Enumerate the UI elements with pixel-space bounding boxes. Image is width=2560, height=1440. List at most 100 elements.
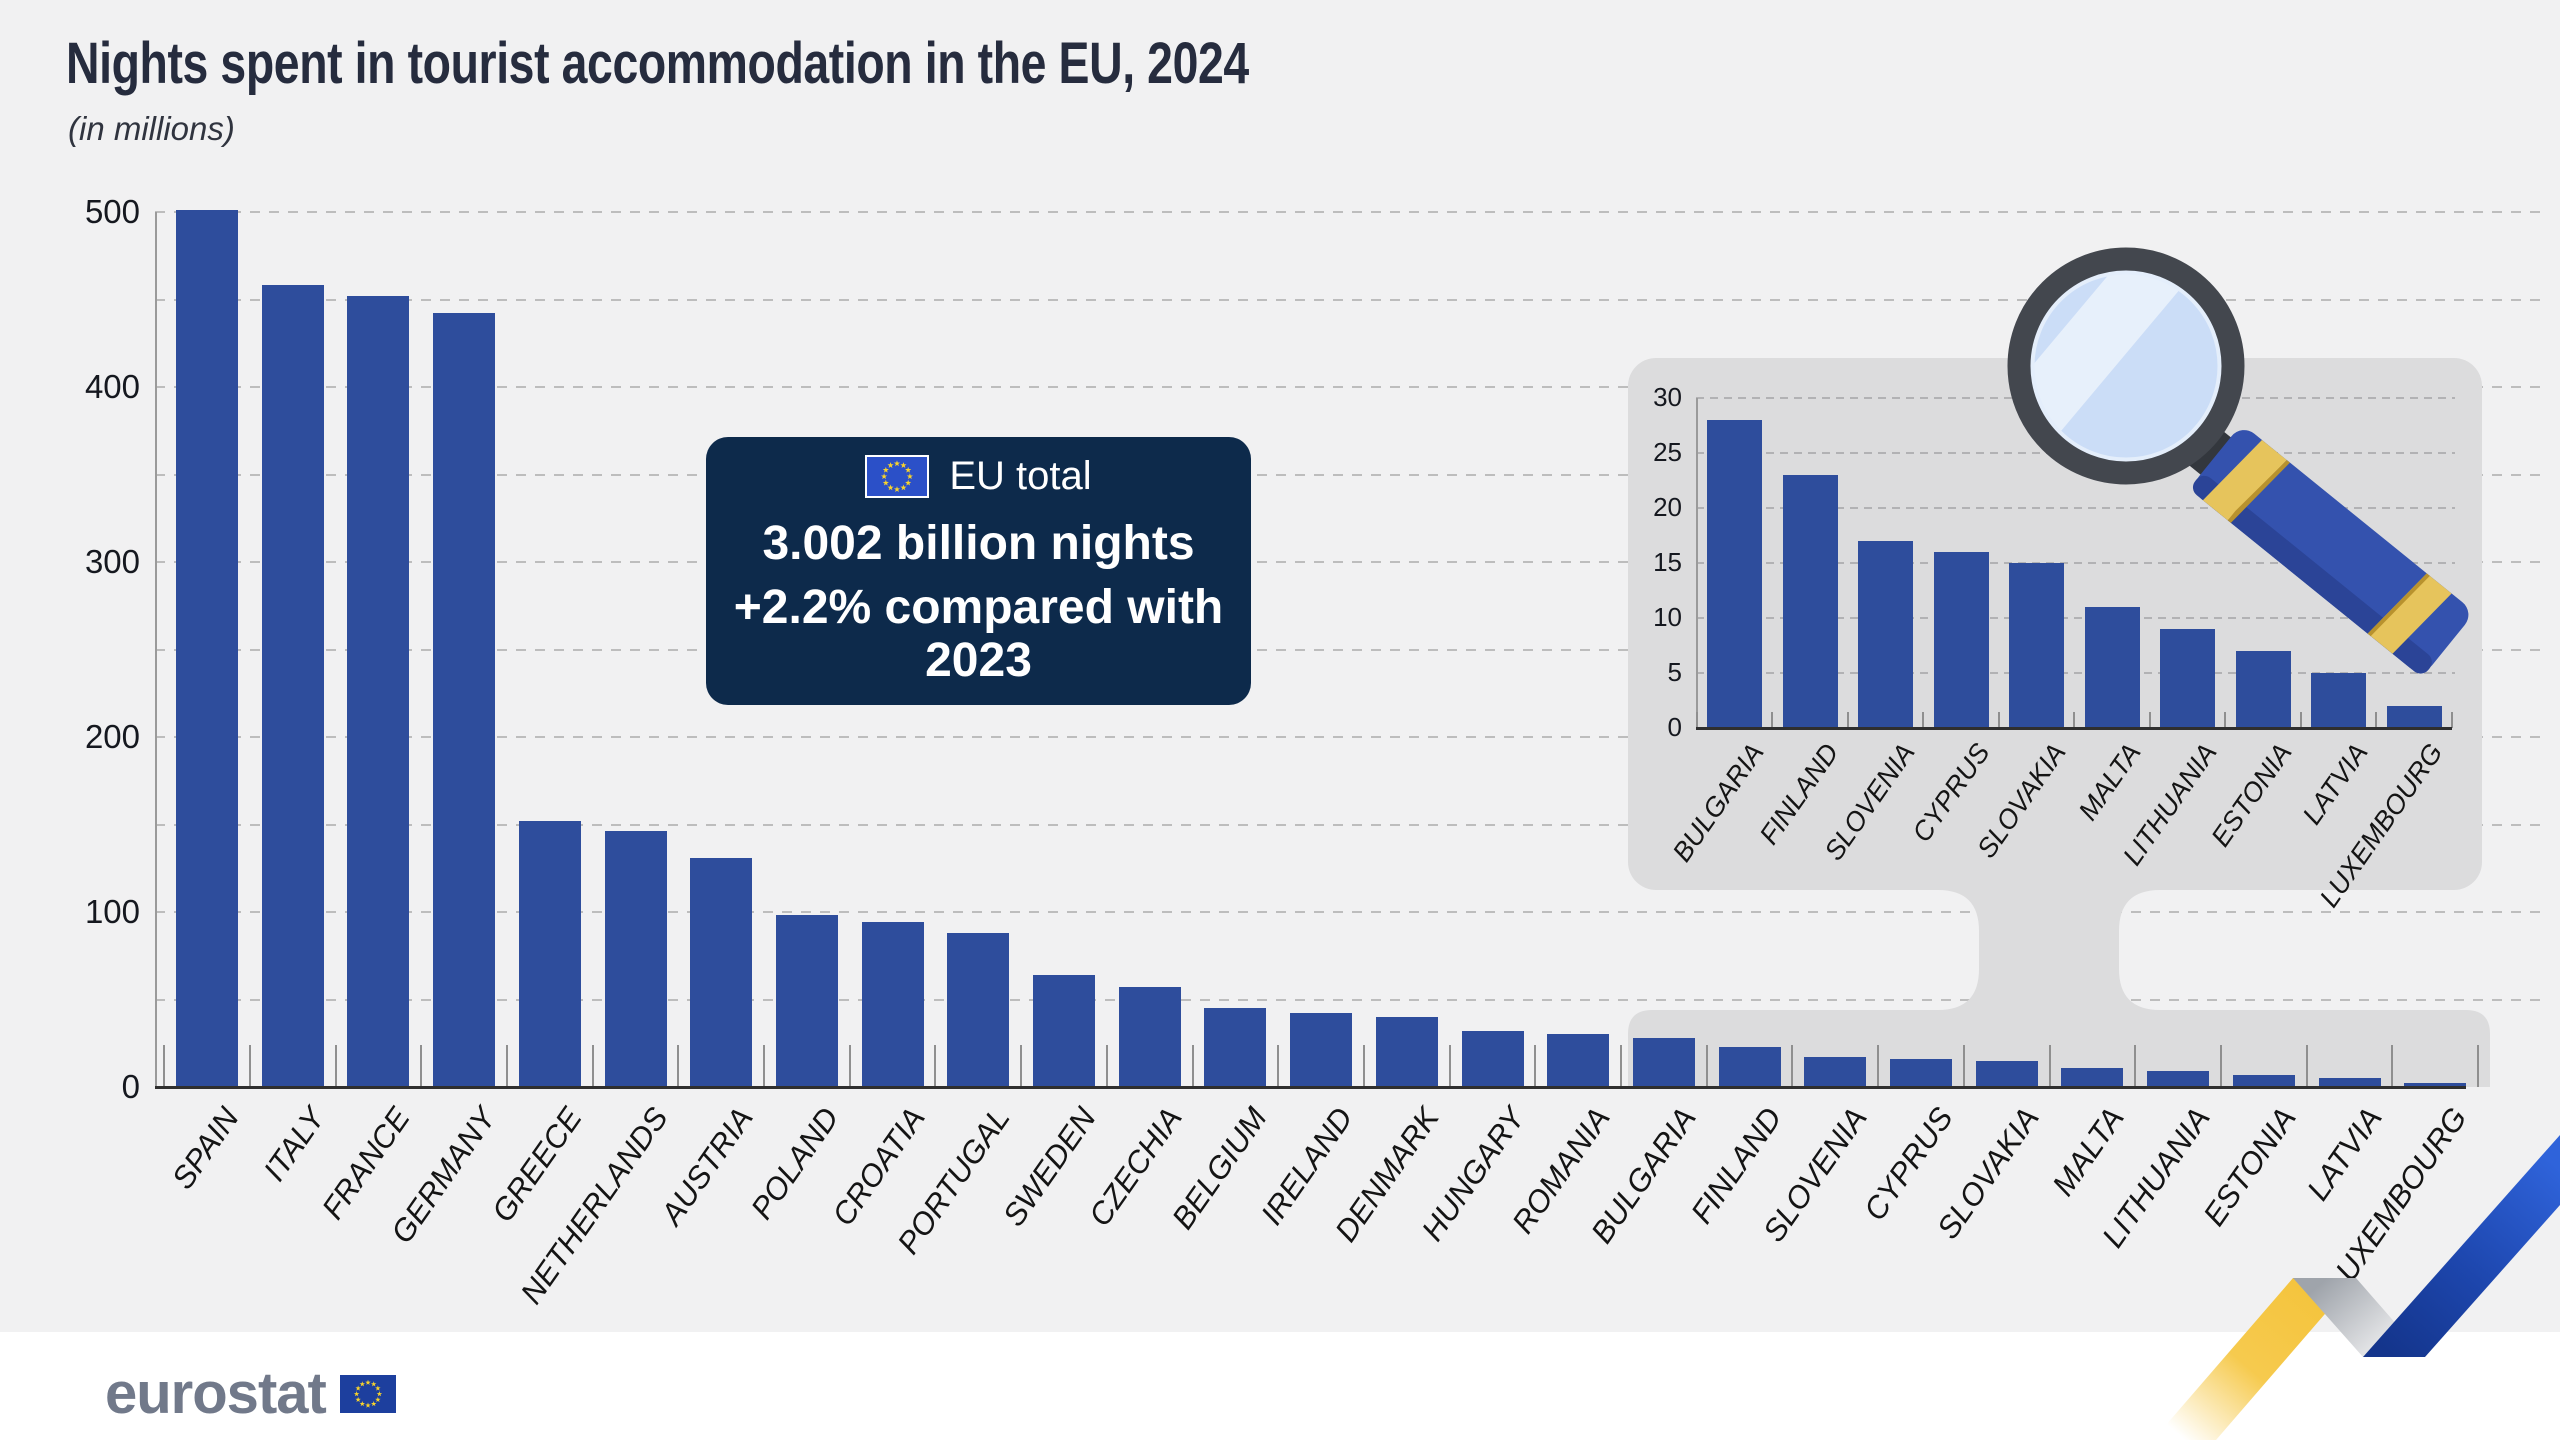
category-tick <box>248 1045 251 1087</box>
category-tick <box>1997 712 2000 728</box>
category-tick <box>334 1045 337 1087</box>
eu-flag-icon <box>339 1374 396 1413</box>
category-tick <box>1791 1045 1794 1087</box>
gridline-400 <box>155 386 2540 388</box>
bar-CYPRUS <box>1890 1059 1952 1087</box>
bar-MALTA <box>2061 1068 2124 1087</box>
category-tick <box>1705 1045 1708 1087</box>
category-tick <box>1020 1045 1023 1087</box>
bar-BULGARIA <box>1632 1038 1695 1087</box>
category-tick <box>2219 1045 2222 1087</box>
y-tick-label-20: 20 <box>1653 491 1682 522</box>
footer: eurostat <box>0 1332 2560 1440</box>
bar-SLOVENIA <box>1858 541 1913 728</box>
eu-total-change: +2.2% compared with 2023 <box>733 580 1224 688</box>
bar-ESTONIA <box>2235 651 2291 728</box>
gridline-50 <box>155 998 2540 1001</box>
bar-LUXEMBOURG <box>2404 1083 2467 1087</box>
bar-ITALY <box>261 285 324 1087</box>
bar-SLOVAKIA <box>2009 563 2064 728</box>
category-tick <box>2375 712 2378 728</box>
y-tick-label-400: 400 <box>84 367 140 405</box>
y-tick-label-15: 15 <box>1653 546 1682 577</box>
eurostat-logo: eurostat <box>105 1360 396 1427</box>
eu-total-value: 3.002 billion nights <box>762 516 1195 570</box>
bar-BULGARIA <box>1707 420 1762 728</box>
eurostat-logo-text: eurostat <box>105 1361 327 1426</box>
bar-DENMARK <box>1375 1017 1438 1087</box>
gridline-100 <box>155 911 2540 913</box>
category-tick <box>1362 1045 1365 1087</box>
page-title: Nights spent in tourist accommodation in… <box>66 31 1249 96</box>
y-tick-label-0: 0 <box>1667 711 1682 742</box>
category-tick <box>163 1045 166 1087</box>
category-tick <box>2224 712 2227 728</box>
category-tick <box>2391 1045 2394 1087</box>
category-tick <box>1620 1045 1623 1087</box>
category-tick <box>1277 1045 1280 1087</box>
category-tick <box>1877 1045 1880 1087</box>
y-axis-line <box>155 212 157 1087</box>
category-tick <box>763 1045 766 1087</box>
y-tick-label-200: 200 <box>84 717 140 755</box>
y-axis-line <box>1696 398 1698 728</box>
category-tick <box>2305 1045 2308 1087</box>
gridline-350 <box>155 473 2540 476</box>
y-tick-label-5: 5 <box>1667 656 1682 687</box>
category-tick <box>1448 1045 1451 1087</box>
bar-HUNGARY <box>1461 1031 1524 1087</box>
gridline-250 <box>155 648 2540 651</box>
bar-LATVIA <box>2311 673 2366 728</box>
category-tick <box>1534 1045 1537 1087</box>
gridline-5 <box>1696 672 2455 674</box>
bar-CYPRUS <box>1933 552 1989 728</box>
bar-LATVIA <box>2318 1078 2381 1087</box>
category-tick <box>1771 712 1774 728</box>
y-tick-label-100: 100 <box>84 892 140 930</box>
category-tick <box>1191 1045 1194 1087</box>
gridline-200 <box>155 736 2540 738</box>
bar-IRELAND <box>1290 1013 1353 1087</box>
y-tick-label-300: 300 <box>84 542 140 580</box>
bar-FINLAND <box>1718 1047 1781 1087</box>
gridline-450 <box>155 298 2540 301</box>
category-tick <box>677 1045 680 1087</box>
bar-FRANCE <box>347 296 410 1087</box>
gridline-15 <box>1696 562 2455 564</box>
bar-FINLAND <box>1782 475 1838 728</box>
bar-SLOVENIA <box>1804 1057 1867 1087</box>
bar-LITHUANIA <box>2147 1071 2210 1087</box>
bar-NETHERLANDS <box>604 831 667 1087</box>
bar-LITHUANIA <box>2160 629 2215 728</box>
x-axis-baseline <box>155 1086 2466 1089</box>
y-tick-label-10: 10 <box>1653 601 1682 632</box>
gridline-300 <box>155 561 2540 563</box>
y-tick-label-500: 500 <box>84 192 140 230</box>
eu-flag-icon <box>865 454 930 498</box>
bar-PORTUGAL <box>947 933 1010 1087</box>
bar-ESTONIA <box>2232 1075 2295 1087</box>
gridline-20 <box>1696 507 2455 509</box>
gridline-500 <box>155 211 2540 213</box>
y-tick-label-0: 0 <box>121 1067 140 1105</box>
bar-CROATIA <box>861 922 924 1087</box>
bar-SWEDEN <box>1033 975 1095 1087</box>
bar-ROMANIA <box>1547 1034 1610 1087</box>
category-tick <box>1922 712 1925 728</box>
bar-GREECE <box>518 821 581 1087</box>
y-tick-label-30: 30 <box>1653 381 1682 412</box>
category-tick <box>505 1045 508 1087</box>
category-tick <box>1105 1045 1108 1087</box>
eu-total-callout: EU total 3.002 billion nights +2.2% comp… <box>706 437 1251 705</box>
category-tick <box>1962 1045 1965 1087</box>
bar-CZECHIA <box>1118 987 1181 1087</box>
category-tick <box>1846 712 1849 728</box>
bar-AUSTRIA <box>690 858 753 1087</box>
category-tick <box>848 1045 851 1087</box>
bar-SLOVAKIA <box>1975 1061 2038 1087</box>
category-tick <box>2134 1045 2137 1087</box>
gridline-10 <box>1696 617 2455 619</box>
